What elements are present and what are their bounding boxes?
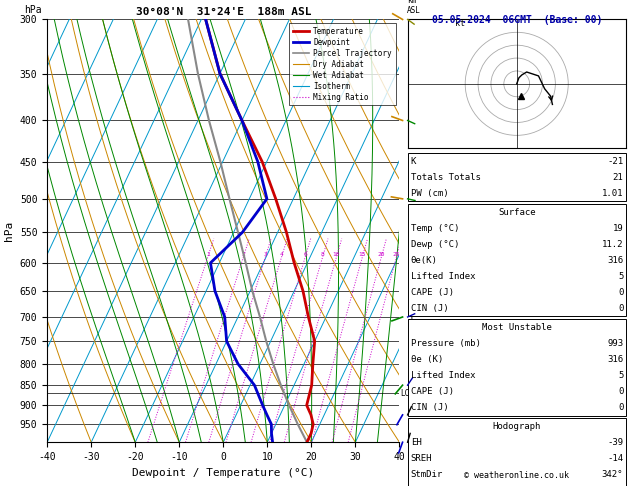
Text: 342°: 342° [602,470,623,479]
Text: 10: 10 [333,252,340,257]
Text: Temp (°C): Temp (°C) [411,224,459,233]
Text: θe (K): θe (K) [411,355,443,364]
Text: kt: kt [455,19,465,28]
Text: 0: 0 [618,288,623,297]
Text: 0: 0 [618,387,623,396]
Text: 11.2: 11.2 [602,240,623,249]
Text: 19: 19 [613,224,623,233]
Text: Lifted Index: Lifted Index [411,371,476,380]
Y-axis label: hPa: hPa [4,221,14,241]
Text: SREH: SREH [411,454,432,463]
Text: hPa: hPa [25,5,42,15]
Text: 15: 15 [359,252,366,257]
Text: 6: 6 [407,174,412,183]
Text: 993: 993 [607,339,623,348]
Text: 4: 4 [407,268,412,277]
Text: 20: 20 [377,252,385,257]
Text: 21: 21 [613,173,623,182]
Text: 7: 7 [407,125,412,135]
Text: 1: 1 [407,400,412,409]
Text: StmDir: StmDir [411,470,443,479]
Text: Pressure (mb): Pressure (mb) [411,339,481,348]
Text: Totals Totals: Totals Totals [411,173,481,182]
Text: LCL: LCL [400,389,414,398]
Text: Dewp (°C): Dewp (°C) [411,240,459,249]
Text: 316: 316 [607,256,623,265]
Text: 25: 25 [392,252,400,257]
Text: 3: 3 [264,252,267,257]
Legend: Temperature, Dewpoint, Parcel Trajectory, Dry Adiabat, Wet Adiabat, Isotherm, Mi: Temperature, Dewpoint, Parcel Trajectory… [289,23,396,105]
Text: 2: 2 [242,252,245,257]
Text: PW (cm): PW (cm) [411,189,448,198]
Text: K: K [411,156,416,166]
Text: © weatheronline.co.uk: © weatheronline.co.uk [464,471,569,480]
Text: Lifted Index: Lifted Index [411,272,476,281]
Text: CIN (J): CIN (J) [411,403,448,412]
Text: 1.01: 1.01 [602,189,623,198]
Text: Hodograph: Hodograph [493,422,541,431]
Text: Most Unstable: Most Unstable [482,323,552,332]
Title: 30°08'N  31°24'E  188m ASL: 30°08'N 31°24'E 188m ASL [135,7,311,17]
Text: 5: 5 [618,371,623,380]
Text: 5: 5 [407,221,412,230]
Text: CAPE (J): CAPE (J) [411,387,454,396]
Text: CIN (J): CIN (J) [411,304,448,313]
Text: CAPE (J): CAPE (J) [411,288,454,297]
Text: -39: -39 [607,438,623,447]
Text: Surface: Surface [498,208,535,217]
Text: 5: 5 [618,272,623,281]
Text: 0: 0 [618,403,623,412]
Text: 316: 316 [607,355,623,364]
Text: 6: 6 [303,252,307,257]
Text: θe(K): θe(K) [411,256,438,265]
Text: 1: 1 [206,252,209,257]
Text: -21: -21 [607,156,623,166]
Text: -14: -14 [607,454,623,463]
Text: EH: EH [411,438,421,447]
X-axis label: Dewpoint / Temperature (°C): Dewpoint / Temperature (°C) [132,468,314,478]
Text: 3: 3 [407,313,412,322]
Text: 4: 4 [280,252,284,257]
Text: 2: 2 [407,357,412,366]
Text: km
ASL: km ASL [407,0,421,15]
Text: 8: 8 [321,252,325,257]
Text: 0: 0 [618,304,623,313]
Text: 8: 8 [407,76,412,85]
Text: 05.05.2024  06GMT  (Base: 00): 05.05.2024 06GMT (Base: 00) [431,15,602,25]
